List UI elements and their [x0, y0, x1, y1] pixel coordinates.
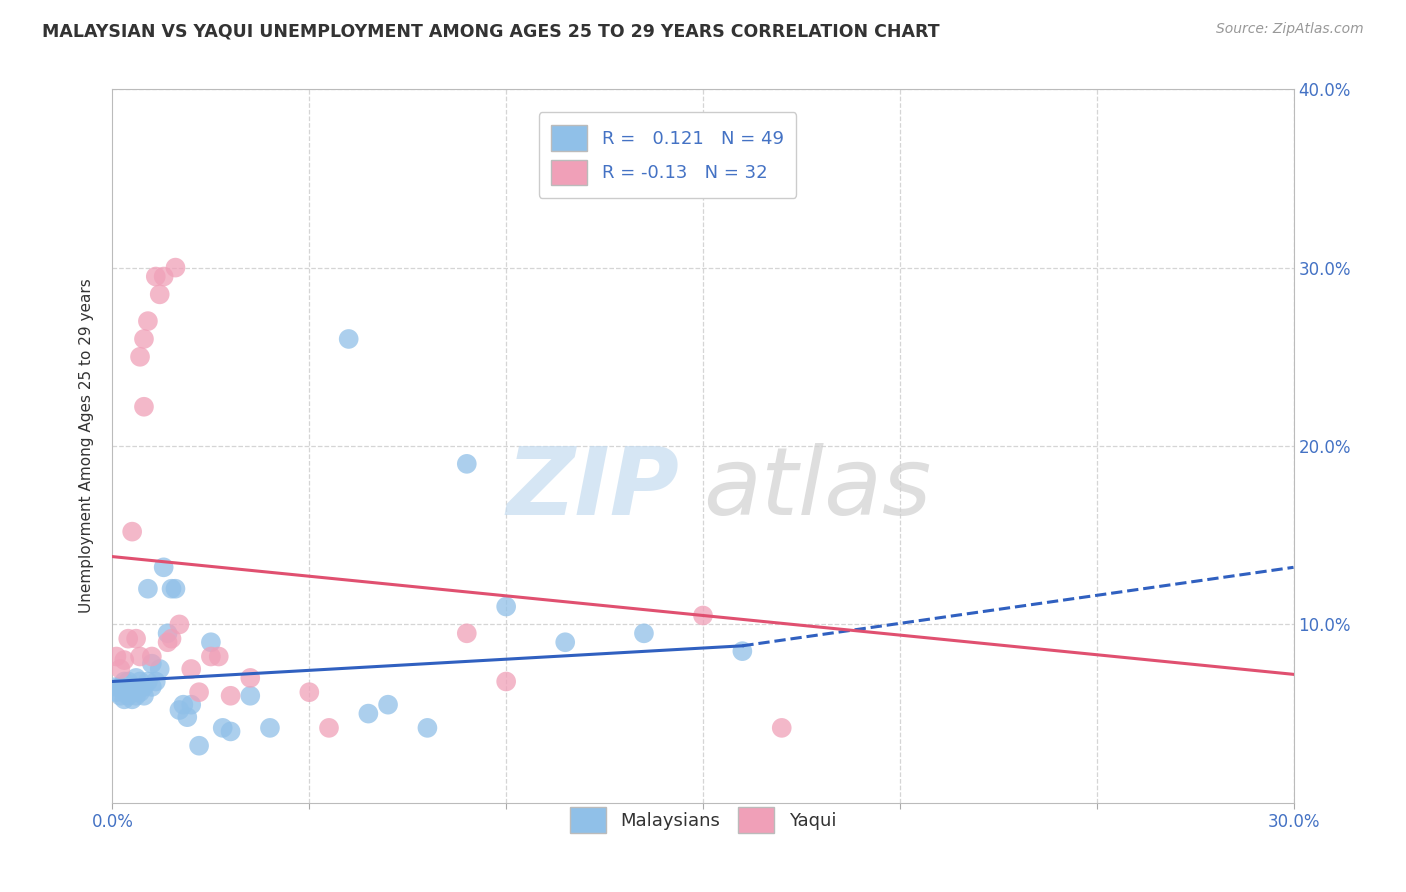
Point	[211, 721, 233, 735]
Point	[200, 649, 222, 664]
Text: MALAYSIAN VS YAQUI UNEMPLOYMENT AMONG AGES 25 TO 29 YEARS CORRELATION CHART: MALAYSIAN VS YAQUI UNEMPLOYMENT AMONG AG…	[42, 22, 939, 40]
Point	[105, 685, 128, 699]
Point	[357, 706, 380, 721]
Point	[456, 626, 478, 640]
Point	[112, 653, 135, 667]
Point	[156, 626, 179, 640]
Point	[176, 710, 198, 724]
Point	[770, 721, 793, 735]
Point	[731, 644, 754, 658]
Point	[633, 626, 655, 640]
Point	[145, 674, 167, 689]
Point	[169, 703, 191, 717]
Point	[121, 692, 143, 706]
Point	[298, 685, 321, 699]
Point	[110, 662, 132, 676]
Point	[554, 635, 576, 649]
Point	[125, 671, 148, 685]
Point	[117, 683, 139, 698]
Text: ZIP: ZIP	[506, 442, 679, 535]
Point	[110, 680, 132, 694]
Point	[105, 649, 128, 664]
Point	[105, 680, 128, 694]
Point	[239, 689, 262, 703]
Point	[112, 674, 135, 689]
Point	[495, 599, 517, 614]
Point	[160, 582, 183, 596]
Point	[136, 674, 159, 689]
Point	[152, 269, 174, 284]
Point	[188, 739, 211, 753]
Point	[160, 632, 183, 646]
Point	[180, 662, 202, 676]
Point	[125, 683, 148, 698]
Point	[149, 287, 172, 301]
Text: Source: ZipAtlas.com: Source: ZipAtlas.com	[1216, 22, 1364, 37]
Point	[125, 632, 148, 646]
Legend: Malaysians, Yaqui: Malaysians, Yaqui	[562, 800, 844, 840]
Point	[129, 350, 152, 364]
Point	[456, 457, 478, 471]
Point	[318, 721, 340, 735]
Point	[136, 582, 159, 596]
Point	[219, 689, 242, 703]
Point	[165, 260, 187, 275]
Point	[121, 685, 143, 699]
Point	[188, 685, 211, 699]
Point	[125, 689, 148, 703]
Point	[141, 649, 163, 664]
Point	[132, 689, 155, 703]
Point	[110, 689, 132, 703]
Point	[112, 683, 135, 698]
Point	[172, 698, 194, 712]
Point	[152, 560, 174, 574]
Point	[136, 314, 159, 328]
Point	[208, 649, 231, 664]
Point	[200, 635, 222, 649]
Y-axis label: Unemployment Among Ages 25 to 29 years: Unemployment Among Ages 25 to 29 years	[79, 278, 94, 614]
Point	[141, 680, 163, 694]
Point	[132, 332, 155, 346]
Point	[129, 685, 152, 699]
Point	[219, 724, 242, 739]
Point	[117, 689, 139, 703]
Point	[337, 332, 360, 346]
Point	[416, 721, 439, 735]
Point	[117, 674, 139, 689]
Point	[121, 680, 143, 694]
Point	[132, 400, 155, 414]
Point	[121, 524, 143, 539]
Point	[117, 632, 139, 646]
Point	[156, 635, 179, 649]
Point	[165, 582, 187, 596]
Point	[259, 721, 281, 735]
Point	[129, 674, 152, 689]
Text: atlas: atlas	[703, 443, 931, 534]
Point	[180, 698, 202, 712]
Point	[141, 657, 163, 671]
Point	[377, 698, 399, 712]
Point	[692, 608, 714, 623]
Point	[129, 649, 152, 664]
Point	[169, 617, 191, 632]
Point	[132, 680, 155, 694]
Point	[239, 671, 262, 685]
Point	[149, 662, 172, 676]
Point	[495, 674, 517, 689]
Point	[145, 269, 167, 284]
Point	[112, 692, 135, 706]
